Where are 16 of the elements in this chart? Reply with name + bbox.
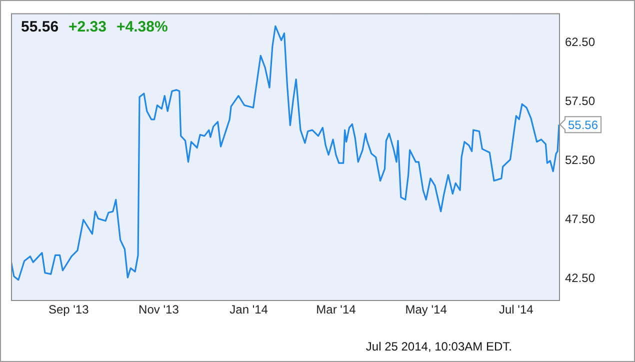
x-tick-label: Jul '14	[499, 302, 534, 317]
y-tick-label: 47.50	[565, 212, 596, 226]
y-tick-label: 52.50	[565, 153, 596, 168]
x-tick-label: Jan '14	[230, 302, 268, 317]
chart-title: 55.56	[21, 18, 59, 36]
y-tick-label: 62.50	[565, 35, 596, 50]
x-tick-label: Mar '14	[316, 302, 356, 317]
annotation: +2.33	[68, 18, 107, 36]
annotation: 55.56	[568, 118, 598, 132]
y-tick-label: 42.50	[565, 271, 596, 286]
x-tick-label: Nov '13	[138, 302, 180, 317]
y-tick-label: 57.50	[565, 94, 596, 108]
x-tick-label: Sep '13	[48, 302, 90, 317]
x-tick-label: May '14	[405, 302, 448, 317]
annotation: +4.38%	[116, 18, 168, 36]
text: Jul 25 2014, 10:03AM EDT.	[366, 339, 512, 354]
